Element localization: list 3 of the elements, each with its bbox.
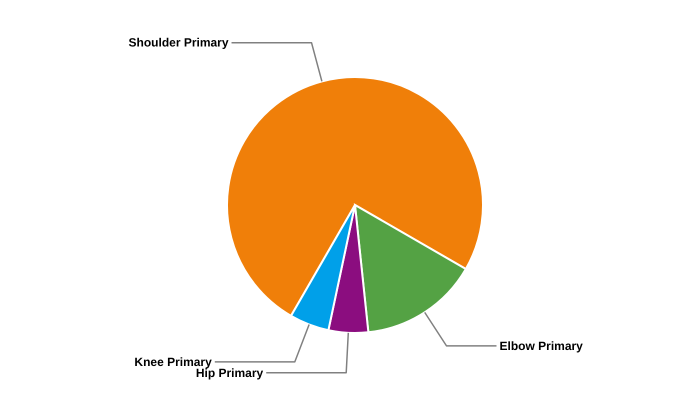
slice-label: Shoulder Primary — [128, 36, 229, 50]
slice-label: Elbow Primary — [500, 338, 584, 353]
slice-label: Knee Primary — [134, 354, 212, 369]
